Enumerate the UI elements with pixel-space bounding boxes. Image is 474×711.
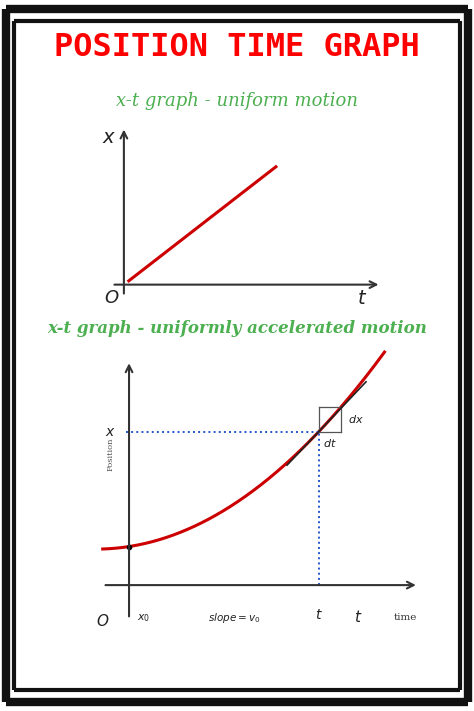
Text: $t$: $t$ <box>354 609 362 625</box>
Text: $x_0$: $x_0$ <box>137 612 150 624</box>
Text: $O$: $O$ <box>96 613 109 629</box>
Text: x-t graph - uniformly accelerated motion: x-t graph - uniformly accelerated motion <box>47 320 427 337</box>
Text: $x$: $x$ <box>102 129 116 147</box>
Text: time: time <box>394 613 417 621</box>
Text: $dt$: $dt$ <box>323 437 337 449</box>
Text: $dx$: $dx$ <box>347 413 364 425</box>
Text: x-t graph - uniform motion: x-t graph - uniform motion <box>116 92 358 110</box>
Text: POSITION TIME GRAPH: POSITION TIME GRAPH <box>54 32 420 63</box>
Text: $x$: $x$ <box>105 424 116 439</box>
Text: $t$: $t$ <box>356 290 367 309</box>
Text: $t$: $t$ <box>315 608 323 622</box>
Text: Position: Position <box>107 438 115 471</box>
Text: $O$: $O$ <box>104 289 119 306</box>
Text: $slope = v_0$: $slope = v_0$ <box>208 611 261 625</box>
